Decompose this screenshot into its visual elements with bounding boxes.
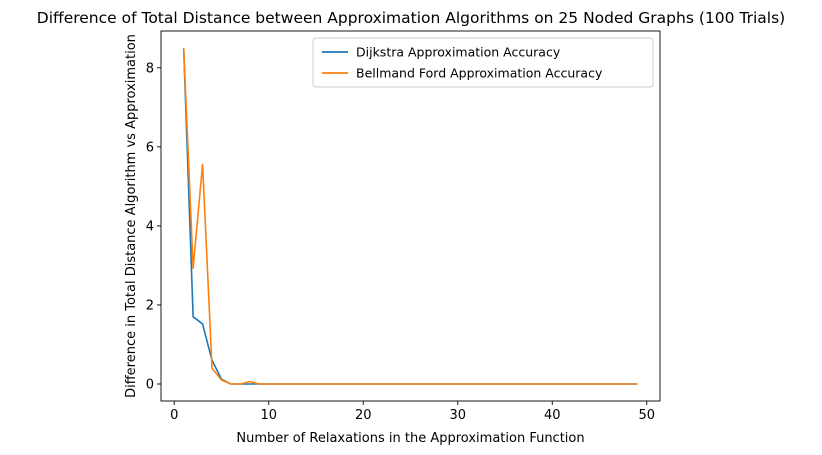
x-tick-label: 40 xyxy=(544,408,561,423)
y-tick-label: 0 xyxy=(146,378,154,393)
y-tick-label: 4 xyxy=(146,219,154,234)
y-tick-label: 8 xyxy=(146,61,154,76)
y-tick-label: 6 xyxy=(146,140,154,155)
legend-label-2: Bellmand Ford Approximation Accuracy xyxy=(356,66,603,81)
legend-label-1: Dijkstra Approximation Accuracy xyxy=(356,45,561,60)
x-tick-label: 10 xyxy=(260,408,277,423)
chart-title: Difference of Total Distance between App… xyxy=(37,9,785,27)
x-tick-label: 50 xyxy=(638,408,655,423)
x-axis-ticks: 0 10 20 30 40 50 xyxy=(170,401,655,423)
legend-entries: Dijkstra Approximation Accuracy Bellmand … xyxy=(322,45,603,81)
series-line-1 xyxy=(182,47,638,385)
y-axis-ticks: 0 2 4 6 8 xyxy=(146,61,161,393)
x-tick-label: 30 xyxy=(449,408,466,423)
x-tick-label: 20 xyxy=(355,408,372,423)
y-tick-label: 2 xyxy=(146,298,154,313)
plot-frame xyxy=(160,30,661,402)
series-layer xyxy=(182,47,638,385)
plot-area xyxy=(160,30,661,402)
legend-box xyxy=(312,37,654,88)
x-tick-label: 0 xyxy=(170,408,178,423)
y-axis-label: Difference in Total Distance Algorithm v… xyxy=(124,34,139,398)
legend: Dijkstra Approximation Accuracy Bellmand … xyxy=(312,37,654,88)
series-line-2 xyxy=(182,47,638,385)
x-axis-label: Number of Relaxations in the Approximati… xyxy=(236,431,584,446)
